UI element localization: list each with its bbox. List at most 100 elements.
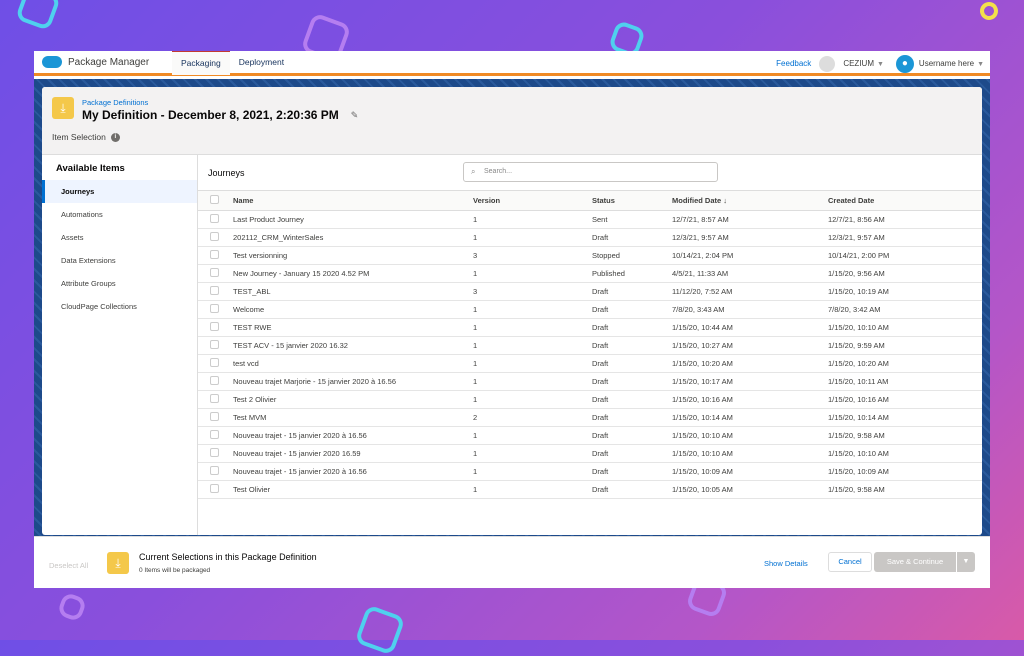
search-input[interactable]: ⌕ Search... [463,162,718,182]
decor-shape [56,591,88,623]
org-switcher[interactable]: CEZIUM ▼ [843,59,884,68]
table-row[interactable]: Test 2 Olivier 1 Draft 1/15/20, 10:16 AM 1/1… [198,390,982,409]
table-row[interactable]: Test Olivier 1 Draft 1/15/20, 10:05 AM 1/15/… [198,480,982,499]
select-all-checkbox[interactable] [210,195,219,204]
cell-name: Nouveau trajet - 15 janvier 2020 à 16.56 [233,462,473,481]
row-checkbox[interactable] [210,430,219,439]
cell-status: Sent [592,210,672,229]
cell-status: Draft [592,336,672,355]
deselect-all-button[interactable]: Deselect All [49,561,89,570]
cell-modified-date: 1/15/20, 10:44 AM [672,318,828,337]
row-checkbox[interactable] [210,394,219,403]
row-checkbox[interactable] [210,286,219,295]
journeys-table: Name Version Status Modified Date ↓ Crea… [198,190,982,499]
sidebar-item-assets[interactable]: Assets [61,233,84,242]
cell-status: Draft [592,480,672,499]
cell-created-date: 12/7/21, 8:56 AM [828,210,982,229]
footer-title: Current Selections in this Package Defin… [139,552,317,562]
cell-modified-date: 1/15/20, 10:10 AM [672,426,828,445]
feedback-link[interactable]: Feedback [776,59,812,68]
sidebar-item-data-extensions[interactable]: Data Extensions [61,256,116,265]
row-checkbox[interactable] [210,340,219,349]
table-row[interactable]: Nouveau trajet - 15 janvier 2020 à 16.56… [198,426,982,445]
cell-name: test vcd [233,354,473,373]
row-checkbox[interactable] [210,268,219,277]
cell-created-date: 1/15/20, 9:59 AM [828,336,982,355]
sidebar-item-automations[interactable]: Automations [61,210,103,219]
table-row[interactable]: Test MVM 2 Draft 1/15/20, 10:14 AM 1/15/20, … [198,408,982,427]
cell-status: Draft [592,390,672,409]
tab-deployment[interactable]: Deployment [238,57,285,67]
table-row[interactable]: test vcd 1 Draft 1/15/20, 10:20 AM 1/15/20, … [198,354,982,373]
decor-shape [977,0,1001,23]
row-checkbox[interactable] [210,466,219,475]
column-header-name[interactable]: Name [233,190,473,211]
table-row[interactable]: New Journey - January 15 2020 4.52 PM 1 Pu… [198,264,982,283]
tab-packaging[interactable]: Packaging [172,51,230,75]
cell-created-date: 12/3/21, 9:57 AM [828,228,982,247]
cell-version: 1 [473,336,592,355]
save-continue-button[interactable]: Save & Continue [874,552,956,572]
table-row[interactable]: Nouveau trajet - 15 janvier 2020 16.59 1 D… [198,444,982,463]
column-header-modified-date[interactable]: Modified Date ↓ [672,190,828,211]
cell-name: 202112_CRM_WinterSales [233,228,473,247]
save-menu-dropdown-icon[interactable]: ▼ [957,552,975,572]
title-row: My Definition - December 8, 2021, 2:20:3… [82,108,358,122]
cancel-button[interactable]: Cancel [828,552,872,572]
cell-status: Draft [592,282,672,301]
cell-version: 1 [473,228,592,247]
row-checkbox[interactable] [210,322,219,331]
cell-modified-date: 1/15/20, 10:09 AM [672,462,828,481]
cell-created-date: 1/15/20, 9:56 AM [828,264,982,283]
search-icon: ⌕ [471,167,476,176]
cell-status: Draft [592,462,672,481]
info-icon[interactable]: i [110,132,120,142]
cell-name: Test Olivier [233,480,473,499]
username: Username here [918,59,975,68]
column-header-status[interactable]: Status [592,190,672,211]
row-checkbox[interactable] [210,358,219,367]
row-checkbox[interactable] [210,214,219,223]
row-checkbox[interactable] [210,232,219,241]
row-checkbox[interactable] [210,376,219,385]
cell-version: 3 [473,246,592,265]
row-checkbox[interactable] [210,484,219,493]
cell-modified-date: 12/7/21, 8:57 AM [672,210,828,229]
row-checkbox[interactable] [210,412,219,421]
cell-modified-date: 1/15/20, 10:05 AM [672,480,828,499]
sidebar-item-attribute-groups[interactable]: Attribute Groups [61,279,116,288]
edit-pencil-icon[interactable]: ✎ [350,109,359,120]
show-details-link[interactable]: Show Details [764,559,808,568]
row-checkbox[interactable] [210,250,219,259]
breadcrumb[interactable]: Package Definitions [82,98,149,107]
top-nav: Package Manager Packaging Deployment Fee… [34,51,990,76]
row-checkbox[interactable] [210,448,219,457]
cell-status: Draft [592,408,672,427]
cell-status: Stopped [592,246,672,265]
user-menu[interactable]: Username here ▼ [919,59,984,68]
table-row[interactable]: TEST RWE 1 Draft 1/15/20, 10:44 AM 1/15/20, … [198,318,982,337]
panel-title: Journeys [208,168,245,178]
cell-name: Test 2 Olivier [233,390,473,409]
cell-modified-date: 1/15/20, 10:10 AM [672,444,828,463]
cell-version: 2 [473,408,592,427]
table-row[interactable]: TEST ACV - 15 janvier 2020 16.32 1 Draft 1/… [198,336,982,355]
chevron-down-icon: ▼ [876,61,884,68]
table-row[interactable]: TEST_ABL 3 Draft 11/12/20, 7:52 AM 1/15/20, … [198,282,982,301]
sidebar-title: Available Items [56,163,125,174]
sidebar-item-cloudpage-collections[interactable]: CloudPage Collections [61,302,137,311]
cell-name: Last Product Journey [233,210,473,229]
cell-modified-date: 1/15/20, 10:27 AM [672,336,828,355]
table-row[interactable]: Welcome 1 Draft 7/8/20, 3:43 AM 7/8/20, 3:42… [198,300,982,319]
table-row[interactable]: 202112_CRM_WinterSales 1 Draft 12/3/21, 9:5… [198,228,982,247]
cell-status: Published [592,264,672,283]
column-header-created-date[interactable]: Created Date [828,190,982,211]
table-row[interactable]: Nouveau trajet - 15 janvier 2020 à 16.56… [198,462,982,481]
table-row[interactable]: Last Product Journey 1 Sent 12/7/21, 8:57 A… [198,210,982,229]
sidebar-item-journeys[interactable]: Journeys [42,180,197,203]
column-header-version[interactable]: Version [473,190,592,211]
table-row[interactable]: Test versionning 3 Stopped 10/14/21, 2:04 P… [198,246,982,265]
row-checkbox[interactable] [210,304,219,313]
table-row[interactable]: Nouveau trajet Marjorie - 15 janvier 202… [198,372,982,391]
cell-version: 1 [473,372,592,391]
